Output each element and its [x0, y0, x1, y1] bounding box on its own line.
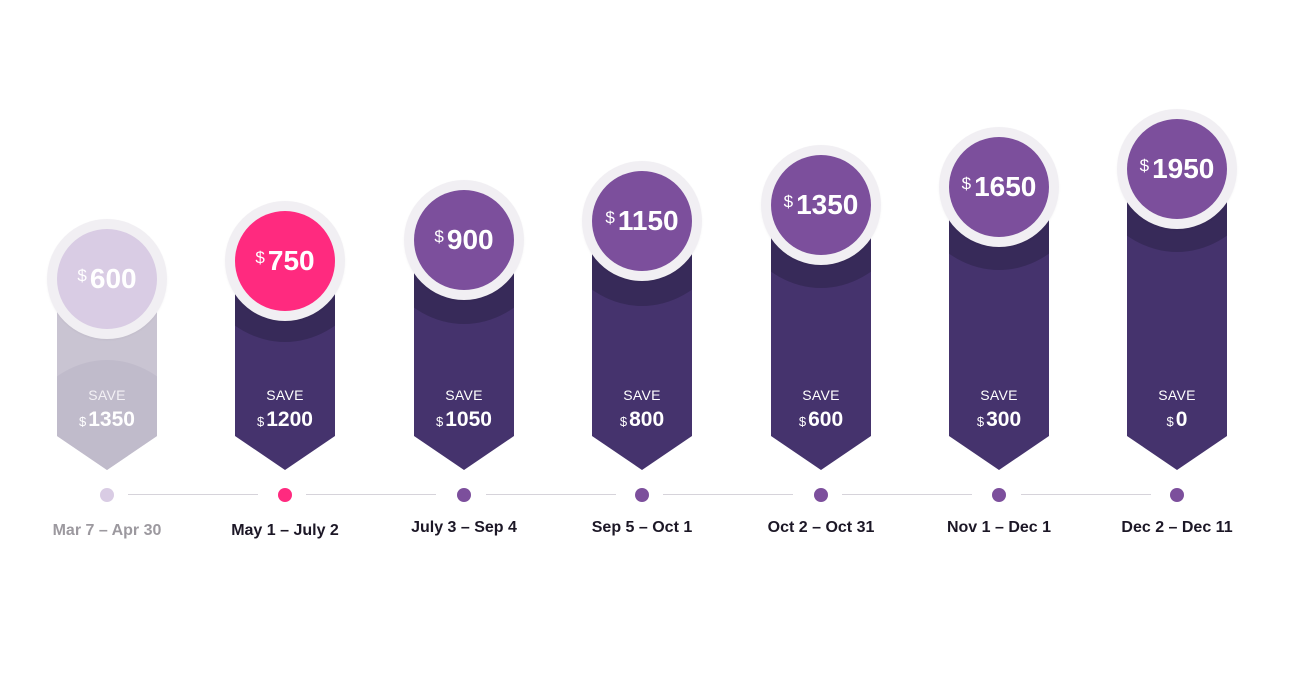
price-badge: $750 [235, 211, 335, 311]
price-value: 1950 [1152, 153, 1215, 184]
price-badge: $1350 [771, 155, 871, 255]
price-currency: $ [77, 266, 87, 285]
save-value: 1350 [88, 408, 135, 431]
timeline-track-segment [663, 494, 793, 495]
price-value: 1650 [974, 171, 1037, 202]
save-value: 1200 [266, 408, 313, 431]
date-range-label: Mar 7 – Apr 30 [52, 522, 162, 539]
price-badge-ring: $1150 [582, 161, 702, 281]
save-amount: $800 [592, 408, 692, 432]
date-range-label: Dec 2 – Dec 11 [1121, 519, 1233, 536]
timeline-dot [635, 488, 649, 502]
price-currency: $ [255, 248, 265, 267]
save-currency: $ [436, 414, 444, 429]
date-range-label: May 1 – July 2 [231, 522, 339, 539]
price-badge: $600 [57, 229, 157, 329]
save-value: 1050 [445, 408, 492, 431]
timeline-dot [992, 488, 1006, 502]
timeline-dot [814, 488, 828, 502]
date-range-label: Nov 1 – Dec 1 [946, 519, 1052, 536]
save-currency: $ [976, 414, 985, 429]
save-currency: $ [79, 414, 87, 429]
price-badge-ring: $900 [404, 180, 524, 300]
save-currency: $ [1166, 414, 1174, 429]
price-value: 1350 [796, 189, 859, 220]
timeline-dot [1170, 488, 1184, 502]
price-badge: $900 [414, 190, 514, 290]
price-badge-ring: $750 [225, 201, 345, 321]
price-badge: $1650 [949, 137, 1049, 237]
timeline-track-segment [306, 494, 436, 495]
save-label: SAVE [623, 387, 661, 403]
price-value: 600 [89, 263, 137, 294]
save-amount: $1200 [235, 408, 335, 432]
save-amount: $0 [1127, 408, 1227, 432]
price-badge-ring: $1350 [761, 145, 881, 265]
price-currency: $ [783, 192, 794, 211]
timeline-track-segment [842, 494, 972, 495]
save-currency: $ [257, 414, 265, 429]
save-value: 0 [1175, 408, 1188, 431]
save-label: SAVE [1158, 387, 1196, 403]
save-amount: $600 [771, 408, 871, 432]
date-range-label: Sep 5 – Oct 1 [591, 519, 693, 536]
save-amount: $1350 [57, 408, 157, 432]
date-range-label: Oct 2 – Oct 31 [767, 519, 875, 536]
save-value: 800 [629, 408, 665, 431]
timeline-track-segment [128, 494, 258, 495]
price-badge: $1150 [592, 171, 692, 271]
price-value: 900 [446, 224, 494, 255]
price-badge-ring: $600 [47, 219, 167, 339]
save-currency: $ [619, 414, 628, 429]
save-value: 600 [808, 408, 844, 431]
timeline-dot [457, 488, 471, 502]
save-amount: $1050 [414, 408, 514, 432]
price-badge-ring: $1650 [939, 127, 1059, 247]
save-amount: $300 [949, 408, 1049, 432]
save-currency: $ [798, 414, 807, 429]
price-badge: $1950 [1127, 119, 1227, 219]
price-currency: $ [961, 174, 972, 193]
save-label: SAVE [802, 387, 840, 403]
price-currency: $ [605, 208, 615, 227]
save-value: 300 [986, 408, 1022, 431]
price-currency: $ [434, 227, 444, 246]
timeline-track-segment [1021, 494, 1151, 495]
price-badge-ring: $1950 [1117, 109, 1237, 229]
date-range-label: July 3 – Sep 4 [411, 519, 517, 536]
price-value: 1150 [617, 205, 679, 236]
price-currency: $ [1139, 156, 1150, 175]
save-label: SAVE [266, 387, 304, 403]
save-label: SAVE [980, 387, 1018, 403]
timeline-track-segment [486, 494, 616, 495]
timeline-dot [278, 488, 292, 502]
price-value: 750 [267, 245, 315, 276]
save-label: SAVE [445, 387, 483, 403]
save-label: SAVE [88, 387, 126, 403]
timeline-dot [100, 488, 114, 502]
